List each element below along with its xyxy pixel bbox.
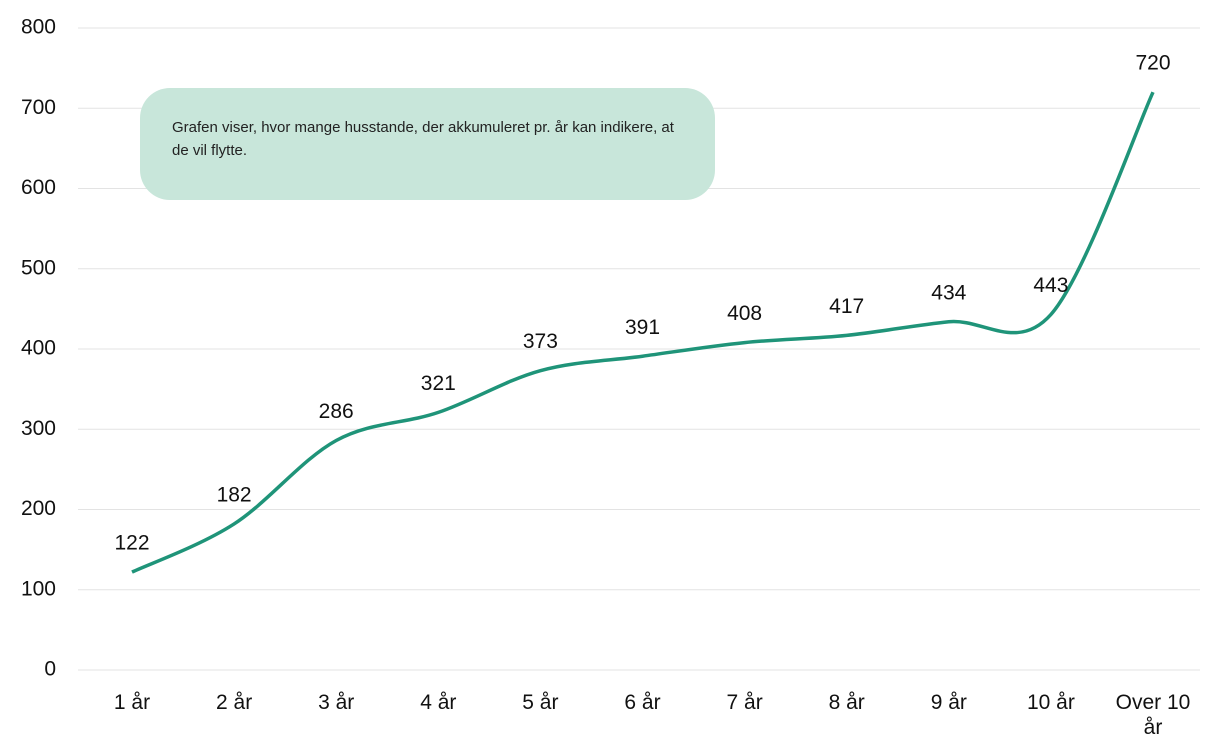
y-tick-label: 700 <box>21 96 56 119</box>
x-tick-label: 7 år <box>726 691 763 714</box>
x-tick-label: 3 år <box>318 691 355 714</box>
x-tick-label: 10 år <box>1026 691 1075 714</box>
x-tick-label: 2 år <box>216 691 253 714</box>
data-label: 373 <box>523 330 558 353</box>
x-tick-label: 1 år <box>113 691 151 714</box>
y-tick-label: 200 <box>21 497 56 520</box>
data-label: 443 <box>1033 274 1068 297</box>
x-tick-label: 6 år <box>624 691 661 714</box>
annotation: Grafen viser, hvor mange husstande, der … <box>140 88 715 200</box>
y-tick-label: 400 <box>21 337 56 360</box>
y-tick-label: 100 <box>21 577 56 600</box>
y-tick-label: 300 <box>21 417 56 440</box>
data-label: 434 <box>931 281 966 304</box>
data-label: 321 <box>421 372 456 395</box>
x-tick-label: 9 år <box>930 691 967 714</box>
data-label: 391 <box>625 316 660 339</box>
data-label: 408 <box>727 302 762 325</box>
data-label: 720 <box>1135 52 1170 75</box>
y-tick-label: 500 <box>21 256 56 279</box>
y-tick-label: 0 <box>44 658 56 681</box>
data-label: 417 <box>829 295 864 318</box>
data-label: 286 <box>319 400 354 423</box>
x-tick-label: 4 år <box>420 691 457 714</box>
data-label: 182 <box>217 483 252 506</box>
y-tick-label: 800 <box>21 16 56 39</box>
line <box>131 91 1155 574</box>
x-tick-label: 8 år <box>828 691 865 714</box>
y-tick-label: 600 <box>21 176 56 199</box>
x-tick-label: Over 10 år <box>1115 691 1191 739</box>
data-label: 122 <box>114 532 149 555</box>
x-tick-label: 5 år <box>522 691 559 714</box>
